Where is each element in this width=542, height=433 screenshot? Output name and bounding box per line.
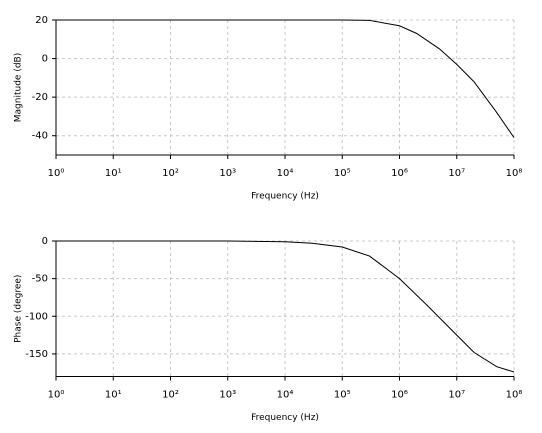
x-tick-label: 10⁸ [506,390,523,401]
x-tick-label: 10⁰ [48,390,65,401]
x-axis-label: Frequency (Hz) [251,413,319,423]
y-tick-label: 20 [35,15,48,26]
y-tick-label: -50 [32,274,48,285]
x-tick-label: 10¹ [105,390,122,401]
x-tick-label: 10¹ [105,168,122,179]
y-axis-label: Magnitude (dB) [14,53,24,122]
x-tick-label: 10³ [219,168,236,179]
x-axis-label: Frequency (Hz) [251,192,319,202]
x-tick-label: 10⁵ [334,168,351,179]
x-tick-label: 10⁴ [277,390,294,401]
x-tick-label: 10⁷ [448,390,465,401]
y-tick-label: -20 [32,92,48,103]
y-axis-label: Phase (degree) [14,275,24,343]
x-tick-label: 10⁶ [391,390,408,401]
y-tick-label: -40 [32,131,48,142]
x-tick-label: 10⁷ [448,168,465,179]
x-tick-label: 10⁶ [391,168,408,179]
y-tick-label: 0 [42,236,48,247]
x-tick-label: 10⁴ [277,168,294,179]
x-tick-label: 10² [162,390,179,401]
data-line [56,19,515,138]
x-tick-label: 10⁵ [334,390,351,401]
x-tick-label: 10² [162,168,179,179]
x-tick-label: 10⁰ [48,168,65,179]
y-tick-label: -100 [25,311,48,322]
x-tick-label: 10³ [219,390,236,401]
y-tick-label: -150 [25,349,48,360]
x-tick-label: 10⁸ [506,168,523,179]
data-line [56,240,515,373]
y-tick-label: 0 [42,54,48,65]
